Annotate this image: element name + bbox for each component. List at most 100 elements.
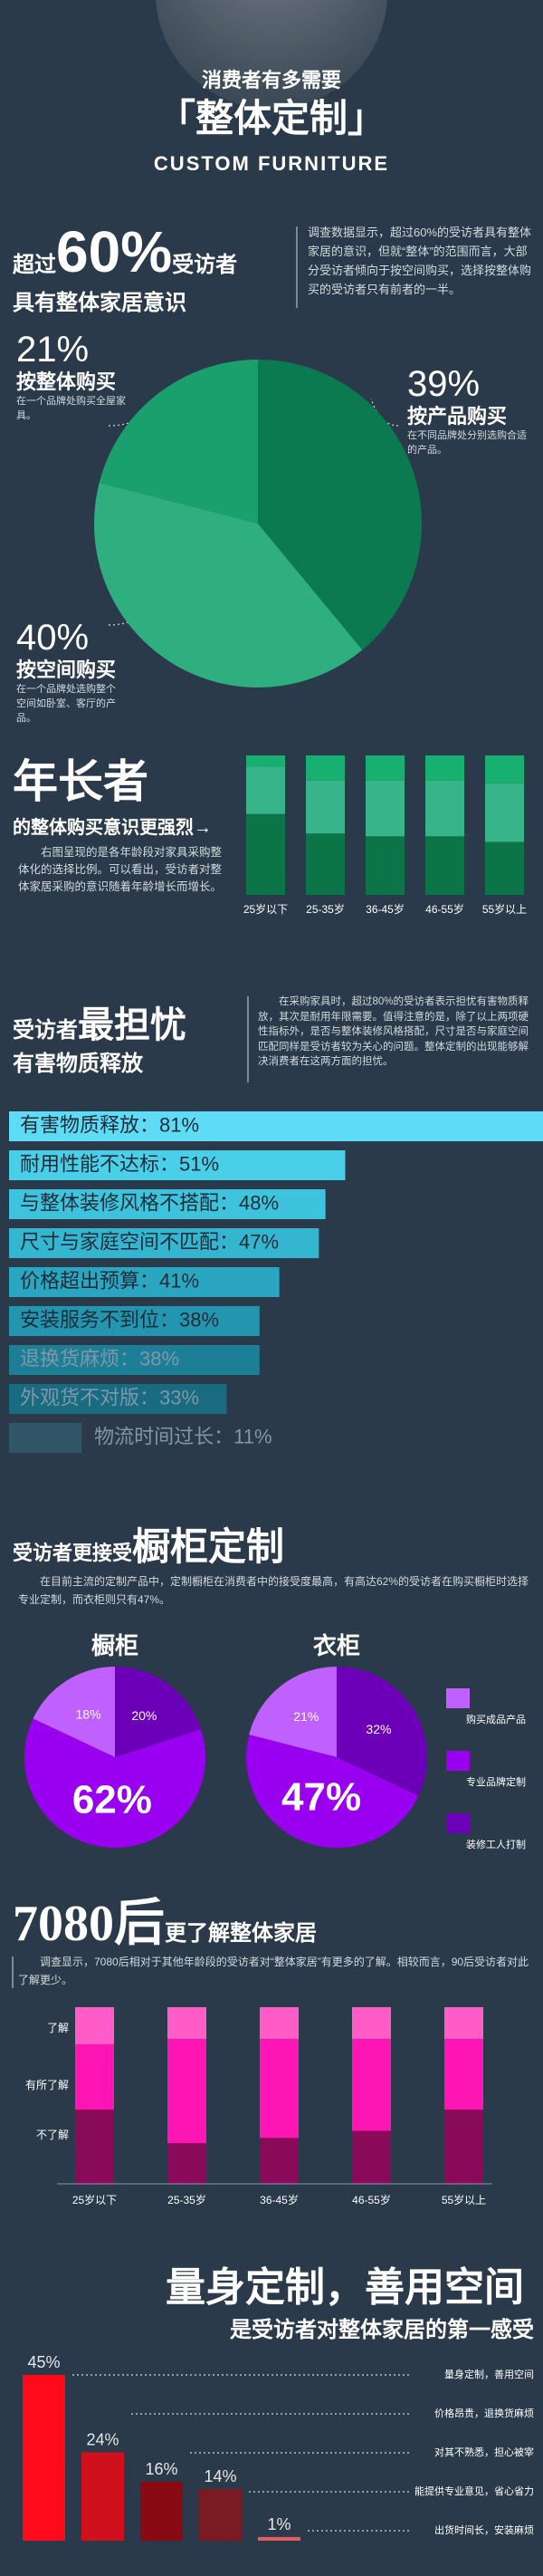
description: 在目前主流的定制产品中，定制橱柜在消费者中的接受度最高，有高达62%的受访者在购… [18, 1575, 529, 1606]
pie-slice [258, 360, 423, 650]
bar-segment [425, 780, 464, 837]
title-main: 7080后 [13, 1896, 165, 1952]
bar [81, 2452, 124, 2541]
value-label: 21% [16, 330, 89, 370]
value-label: 18% [76, 1706, 101, 1721]
pie-slice [33, 1667, 115, 1757]
description: 右图呈现的是各年龄段对家具采购整体化的选择比例。可以看出，受访者对整体家居采购的… [18, 846, 223, 893]
bar [9, 1306, 260, 1336]
pie-slice [249, 1667, 337, 1757]
section-subtitle: 具有整体家居意识 [13, 290, 186, 315]
x-tick-label: 36-45岁 [366, 902, 405, 916]
bar [9, 1150, 346, 1180]
bar-segment [260, 2039, 299, 2139]
series-label: 不了解 [36, 2129, 69, 2141]
bar-segment [485, 841, 524, 895]
headline-prefix: 超过 [13, 253, 56, 277]
value-label: 与整体装修风格不搭配：48% [20, 1191, 279, 1214]
value-label: 物流时间过长：11% [94, 1425, 272, 1447]
value-label: 有害物质释放：81% [20, 1113, 199, 1136]
bar-segment [485, 755, 524, 783]
value-label: 14% [204, 2467, 236, 2485]
section-subtitle: 的整体购买意识更强烈→ [13, 816, 212, 838]
category-label: 价格昂贵，退换货麻烦 [434, 2407, 534, 2419]
series-label: 有所了解 [25, 2079, 69, 2091]
bar [199, 2489, 242, 2541]
header-main-title: 「整体定制」 [157, 98, 386, 140]
category-label: 能提供专业意见，省心省力 [414, 2485, 534, 2497]
category-label: 按整体购买 [16, 370, 116, 393]
pie-slice [246, 1735, 419, 1848]
bar-segment [75, 2043, 114, 2110]
bar-segment [444, 2039, 483, 2110]
section-subtitle: 是受访者对整体家居的第一感受 [230, 2317, 534, 2342]
bar-segment [167, 2039, 206, 2144]
bar-segment [167, 2143, 206, 2184]
category-description: 在一个品牌处选购整个空间如卧室、客厅的产品。 [16, 684, 116, 724]
value-label: 62% [72, 1778, 152, 1822]
x-tick-label: 46-55岁 [352, 2193, 391, 2206]
bar-segment [306, 780, 345, 834]
bar-segment [75, 2007, 114, 2044]
bar [9, 1423, 82, 1453]
title-prefix: 受访者更接受 [13, 1542, 132, 1564]
bar [258, 2536, 300, 2541]
header-subtitle: CUSTOM FURNITURE [154, 152, 389, 175]
title-main: 橱柜定制 [132, 1526, 284, 1569]
bar [9, 1345, 260, 1375]
pie-title: 橱柜 [91, 1633, 138, 1659]
bar [140, 2481, 183, 2541]
category-description: 在一个品牌处购买全屋家具。 [16, 396, 126, 421]
category-label: 按空间购买 [16, 658, 116, 681]
value-label: 外观货不对版：33% [20, 1386, 199, 1408]
bar-segment [444, 2007, 483, 2040]
legend-swatch [446, 1688, 470, 1708]
x-tick-label: 55岁以上 [442, 2193, 486, 2206]
bar-segment [246, 755, 285, 767]
bar [9, 1111, 543, 1141]
bar-segment [167, 2007, 206, 2040]
bar-segment [425, 755, 464, 781]
section-title: 7080后更了解整体家居 [13, 1896, 317, 1952]
section-title: 年长者 [13, 756, 148, 807]
category-label: 量身定制，善用空间 [444, 2368, 534, 2380]
value-label: 退换货麻烦：38% [20, 1347, 179, 1370]
bar-segment [260, 2007, 299, 2040]
bar-segment [246, 813, 285, 895]
bar [9, 1228, 319, 1258]
category-label: 对其不熟悉，担心被宰 [434, 2446, 534, 2458]
legend-label: 装修工人打制 [466, 1838, 526, 1850]
value-label: 21% [293, 1709, 319, 1724]
header-title: 消费者有多需要 [202, 69, 341, 91]
pie-slice [94, 482, 363, 687]
pie-slice [337, 1667, 428, 1796]
legend-label: 购买成品产品 [466, 1713, 526, 1725]
pie-slice [24, 1718, 205, 1848]
bar [9, 1267, 280, 1297]
bar-segment [306, 755, 345, 781]
section-title: 受访者最担忧 [13, 1004, 186, 1045]
bar [23, 2375, 65, 2541]
value-label: 价格超出预算：41% [20, 1269, 199, 1292]
x-tick-label: 46-55岁 [425, 902, 464, 916]
category-description: 在不同品牌处分别选购合适的产品。 [407, 430, 527, 456]
x-tick-label: 25-35岁 [167, 2193, 206, 2206]
pie-title: 衣柜 [313, 1632, 360, 1659]
value-label: 32% [366, 1722, 391, 1736]
value-label: 40% [16, 618, 89, 658]
description: 调查显示，7080后相对于其他年龄段的受访者对“整体家居”有更多的了解。相较而言… [18, 1956, 529, 1986]
value-label: 47% [281, 1775, 361, 1820]
title-main: 最担忧 [78, 1004, 186, 1045]
bar-segment [425, 836, 464, 895]
title-suffix: 更了解整体家居 [165, 1920, 317, 1946]
value-label: 16% [145, 2460, 177, 2478]
bar-segment [352, 2130, 391, 2184]
x-tick-label: 25岁以下 [243, 902, 288, 916]
bar [9, 1384, 227, 1414]
value-label: 尺寸与家庭空间不匹配：47% [20, 1230, 279, 1253]
value-label: 39% [407, 364, 480, 404]
bar-segment [306, 833, 345, 895]
value-label: 20% [131, 1708, 157, 1723]
